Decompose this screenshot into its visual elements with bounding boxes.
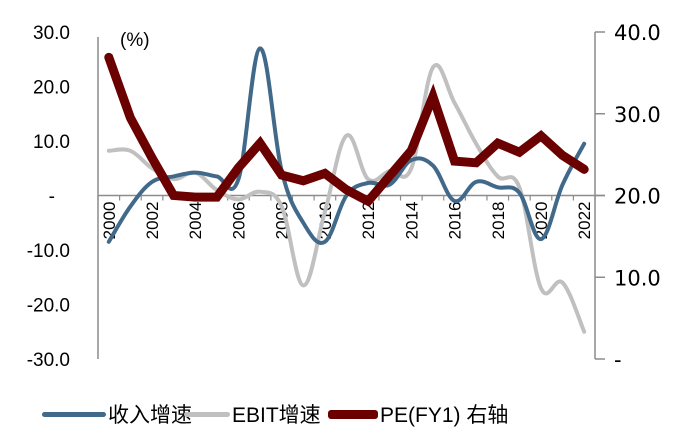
left-tick-label: -: [49, 187, 55, 208]
x-tick-label: 2018: [489, 202, 508, 240]
left-tick-label: 10.0: [33, 132, 70, 153]
legend-label: 收入增速: [108, 404, 192, 427]
unit-label: (%): [120, 30, 150, 51]
series-pe-fy1: [104, 52, 589, 207]
x-tick-label: 2000: [100, 202, 119, 240]
legend-label: PE(FY1) 右轴: [380, 404, 509, 427]
legend-swatch-pe: [328, 409, 378, 419]
left-tick-label: 20.0: [33, 78, 70, 99]
series-revenue-growth: [106, 46, 587, 245]
x-tick-label: 2022: [575, 202, 594, 240]
legend-swatch-revenue: [42, 411, 106, 417]
x-tick-label: 2016: [446, 202, 465, 240]
line-chart: 30.020.010.0--10.0-20.0-30.040.030.020.0…: [27, 21, 661, 372]
legend-label: EBIT增速: [232, 404, 321, 427]
legend-item-pe-fy1: PE(FY1) 右轴: [328, 396, 508, 432]
left-tick-label: 30.0: [33, 23, 70, 44]
axes: 30.020.010.0--10.0-20.0-30.040.030.020.0…: [27, 21, 661, 372]
x-tick-label: 2012: [359, 202, 378, 240]
right-tick-label: 20.0: [614, 185, 661, 209]
legend-swatch-ebit: [184, 411, 230, 417]
x-tick-label: 2014: [402, 202, 421, 240]
series-layer: [104, 46, 589, 334]
right-tick-label: 40.0: [614, 21, 661, 45]
legend: 收入增速 EBIT增速 PE(FY1) 右轴: [0, 396, 700, 432]
right-tick-label: 10.0: [614, 266, 661, 290]
x-tick-label: 2006: [229, 202, 248, 240]
legend-item-revenue-growth: 收入增速: [42, 396, 192, 432]
left-tick-label: -20.0: [27, 296, 70, 317]
x-tick-label: 2004: [186, 202, 205, 240]
right-tick-label: -: [614, 348, 622, 372]
x-tick-label: 2002: [143, 202, 162, 240]
left-tick-label: -10.0: [27, 241, 70, 262]
left-tick-label: -30.0: [27, 350, 70, 371]
right-tick-label: 30.0: [614, 103, 661, 127]
legend-item-ebit-growth: EBIT增速: [183, 396, 321, 432]
